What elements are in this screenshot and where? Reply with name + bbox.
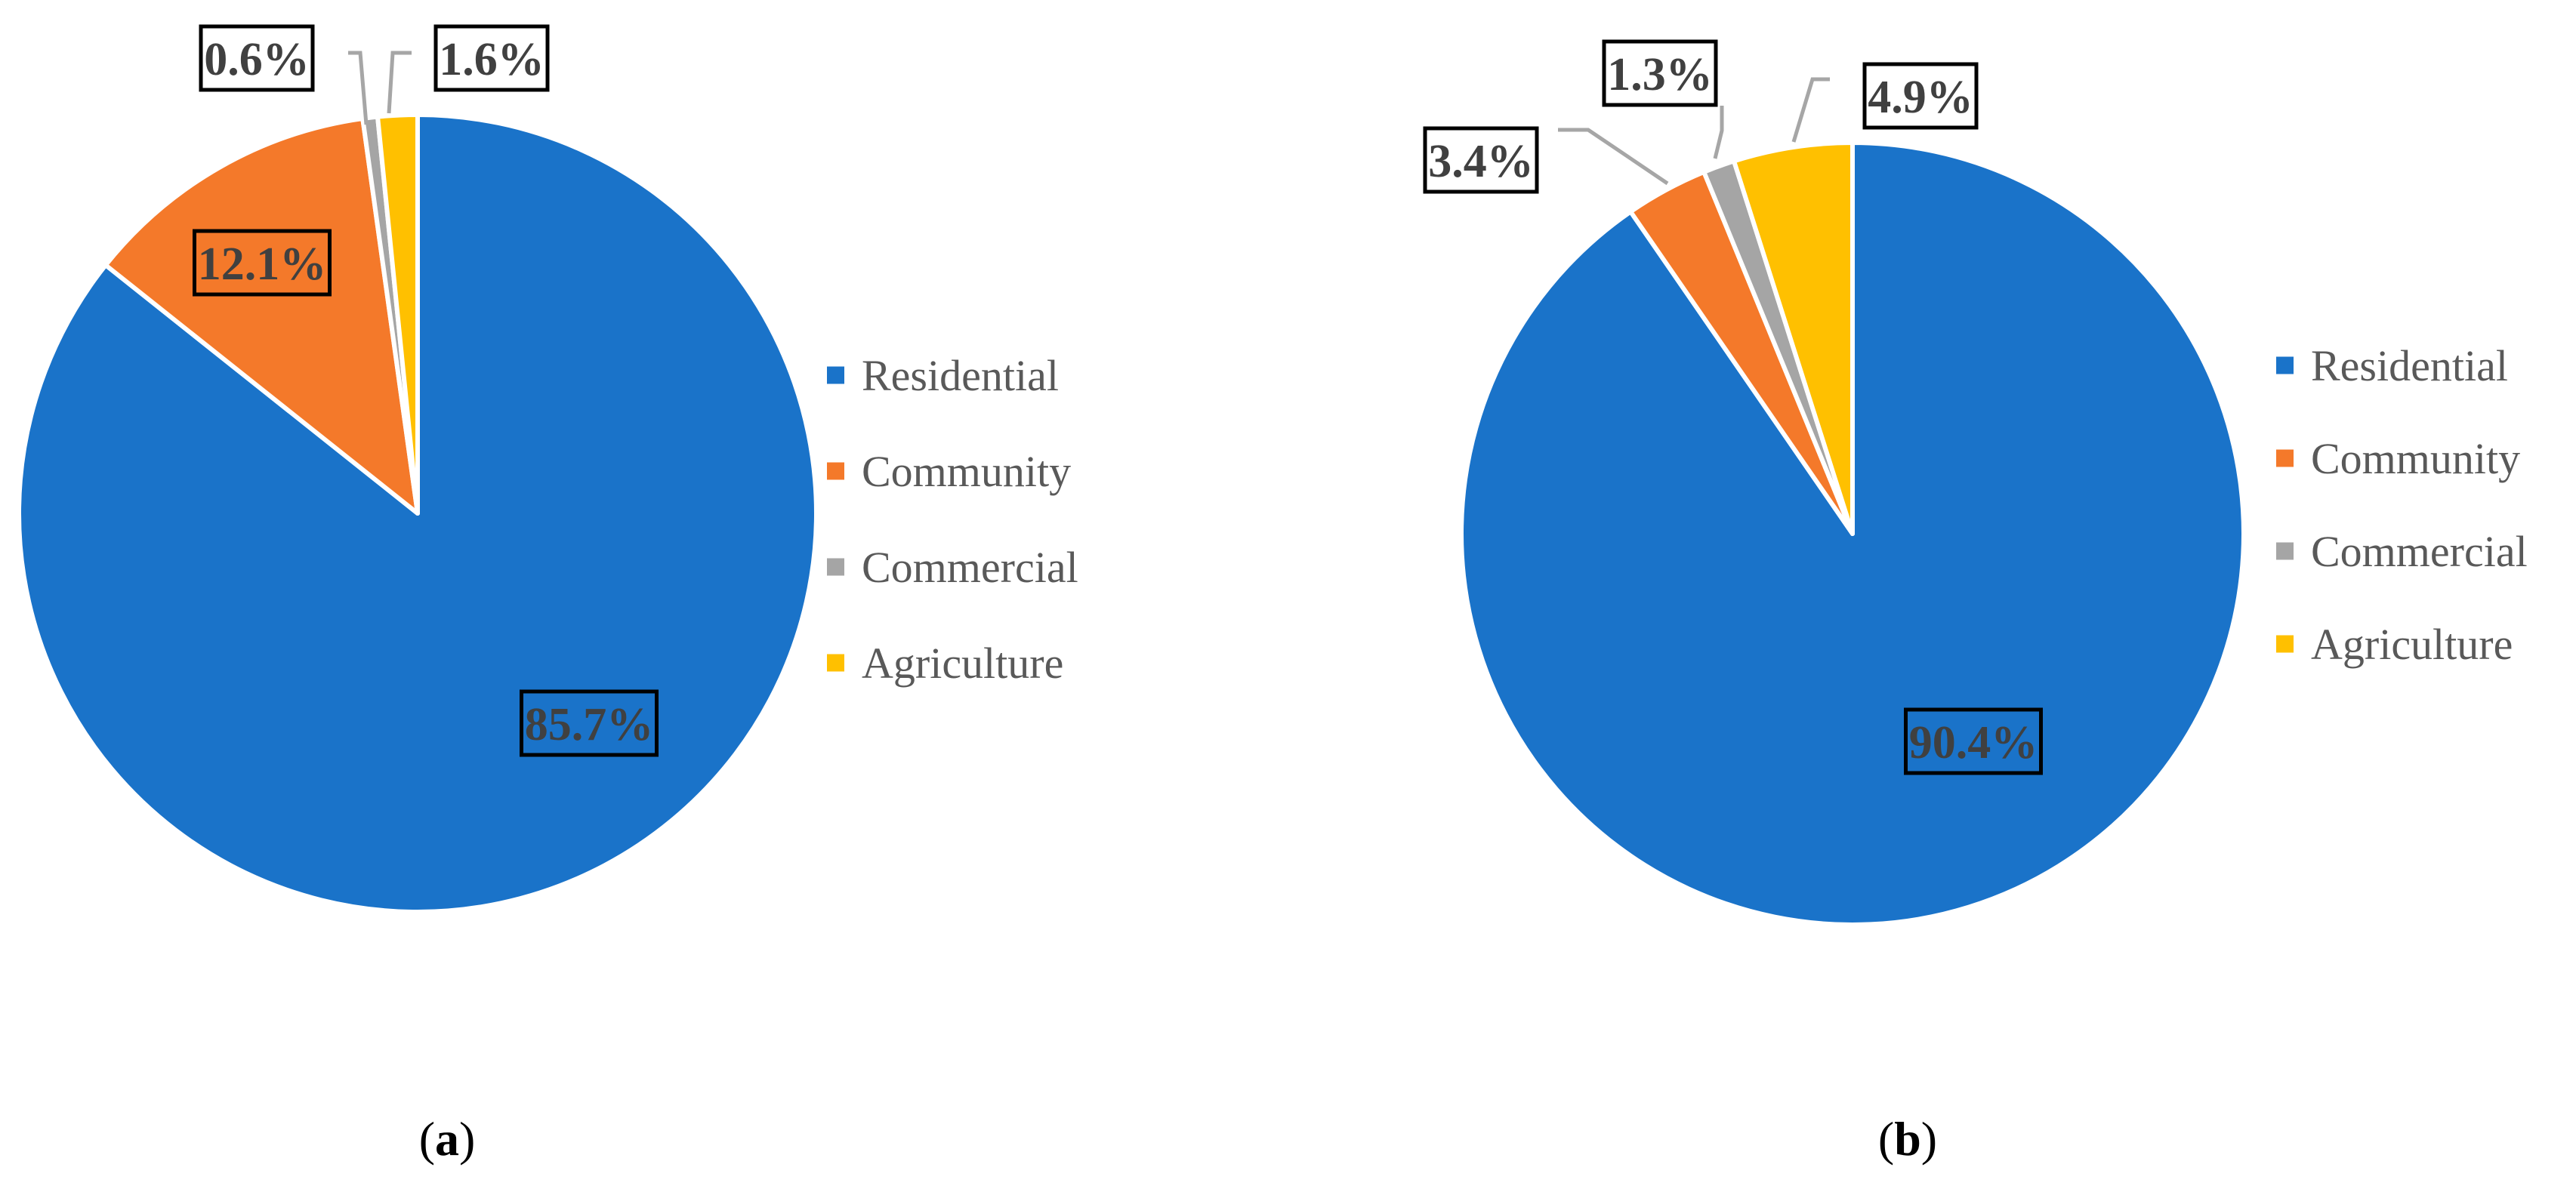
- legend-swatch-commercial: [827, 558, 844, 576]
- legend-label-community: Community: [862, 447, 1071, 496]
- data-label-community-box: [1423, 126, 1539, 194]
- leader-line-commercial: [1713, 106, 1724, 159]
- legend-label-agriculture: Agriculture: [862, 639, 1063, 688]
- legend-swatch-commercial: [2276, 542, 2294, 560]
- leader-line-agriculture: [1791, 77, 1830, 143]
- legend-label-residential: Residential: [862, 351, 1059, 400]
- legend: Residential Community Commercial Agricultur…: [827, 351, 1078, 688]
- legend-swatch-agriculture: [827, 654, 844, 672]
- data-label-commercial: 0.6%: [204, 34, 310, 85]
- legend-label-commercial: Commercial: [2311, 527, 2528, 576]
- data-label-residential: 85.7%: [525, 699, 654, 750]
- data-label-community: 12.1%: [198, 239, 327, 290]
- slice-community: [103, 116, 420, 516]
- data-label-residential: 90.4%: [1909, 717, 2038, 768]
- data-label-agriculture-box: [1862, 62, 1979, 130]
- slice-agriculture: [1732, 140, 1855, 536]
- legend-label-commercial: Commercial: [862, 543, 1078, 592]
- data-label-community-box: [193, 229, 332, 297]
- legend-swatch-community: [827, 462, 844, 480]
- panel-caption-b: (b): [1878, 1112, 1937, 1166]
- legend-label-agriculture: Agriculture: [2311, 620, 2513, 669]
- pie-chart-b: 90.4% 3.4% 1.3% 4.9% Residential Community Com…: [1423, 39, 2528, 1166]
- data-label-agriculture-box: [433, 24, 550, 92]
- leader-line-community: [1558, 128, 1669, 186]
- legend: Residential Community Commercial Agricultur…: [2276, 341, 2528, 669]
- legend-swatch-agriculture: [2276, 635, 2294, 653]
- pie-chart-a: 85.7% 12.1% 0.6% 1.6% Residential Community Co…: [17, 24, 1078, 1166]
- data-label-agriculture: 4.9%: [1868, 72, 1973, 123]
- data-label-agriculture: 1.6%: [439, 34, 545, 85]
- data-label-community: 3.4%: [1428, 136, 1534, 187]
- data-label-residential-box: [1904, 707, 2043, 775]
- leader-line-agriculture: [387, 51, 412, 114]
- data-label-commercial-box: [1602, 39, 1718, 107]
- legend-swatch-community: [2276, 449, 2294, 467]
- legend-swatch-residential: [2276, 356, 2294, 374]
- legend-label-community: Community: [2311, 434, 2520, 483]
- data-label-commercial: 1.3%: [1607, 49, 1713, 100]
- leader-line-commercial: [348, 51, 369, 125]
- data-label-commercial-box: [199, 24, 315, 92]
- panel-caption-a: (a): [419, 1112, 476, 1166]
- legend-swatch-residential: [827, 366, 844, 384]
- slice-agriculture: [375, 112, 420, 516]
- legend-label-residential: Residential: [2311, 341, 2508, 390]
- data-label-residential-box: [520, 689, 659, 757]
